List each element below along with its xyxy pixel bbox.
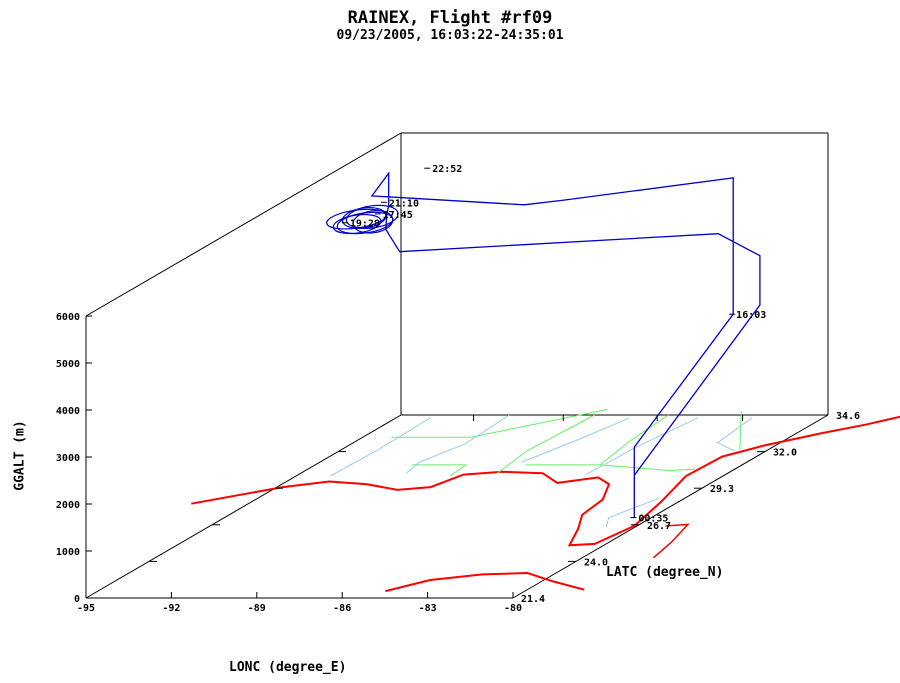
z-tick-label: 26.7 (647, 521, 671, 532)
x-tick-label: -80 (504, 603, 522, 614)
holding-loop (352, 209, 394, 234)
time-label: 19:28 (350, 219, 380, 230)
coastline-islands (652, 523, 690, 559)
x-tick-label: -83 (419, 603, 437, 614)
river (405, 414, 510, 474)
x-tick-label: -92 (162, 603, 180, 614)
state-border (411, 464, 468, 477)
y-tick-label: 2000 (56, 500, 80, 511)
time-label: 17:45 (383, 210, 413, 221)
z-tick-label: 21.4 (521, 594, 545, 605)
holding-loop (332, 213, 382, 235)
time-label: 22:52 (432, 164, 462, 175)
y-tick-label: 6000 (56, 312, 80, 323)
y-tick-label: 0 (74, 594, 80, 605)
river (716, 417, 753, 452)
state-border (599, 414, 669, 466)
z-axis-label: LATC (degree_N) (606, 565, 724, 580)
z-tick-label: 32.0 (773, 448, 797, 459)
river (585, 417, 699, 476)
state-border (525, 464, 696, 472)
z-tick-label: 29.3 (710, 484, 734, 495)
axis-ticks: -95 -92 -89 -86 -83 -80 0 1000 2000 3000 4000 5000 6… (56, 312, 860, 614)
state-border (391, 409, 608, 438)
y-axis-label: GGALT (m) (12, 420, 28, 491)
z-axis-line (512, 414, 829, 599)
time-label: 00:35 (638, 514, 668, 525)
basemap (191, 409, 900, 593)
y-tick-label: 5000 (56, 359, 80, 370)
x-tick-label: -95 (77, 603, 95, 614)
time-label: 21:10 (389, 198, 419, 209)
left-edge (85, 414, 402, 599)
x-tick-label: -89 (248, 603, 266, 614)
flight-path (370, 171, 761, 518)
y-tick-label: 3000 (56, 453, 80, 464)
z-tick-label: 24.0 (584, 557, 608, 568)
coastline (191, 415, 900, 547)
chart-subtitle: 09/23/2005, 16:03:22-24:35:01 (336, 28, 564, 43)
coastline-cuba (385, 571, 585, 593)
y-tick-label: 1000 (56, 547, 80, 558)
axes-frame (85, 132, 829, 599)
holding-loop (345, 204, 399, 229)
state-border (496, 414, 595, 474)
chart-title: RAINEX, Flight #rf09 (347, 8, 553, 28)
state-border (739, 410, 742, 450)
x-axis-label: LONC (degree_E) (229, 660, 347, 675)
river (521, 417, 630, 463)
time-label: 16:03 (736, 310, 766, 321)
flight-track (326, 171, 761, 518)
z-tick-label: 34.6 (836, 411, 860, 422)
y-tick-label: 4000 (56, 406, 80, 417)
x-tick-label: -86 (333, 603, 351, 614)
river (605, 497, 660, 528)
river (329, 417, 431, 477)
top-left-edge (85, 132, 402, 317)
holding-loop (341, 207, 387, 229)
